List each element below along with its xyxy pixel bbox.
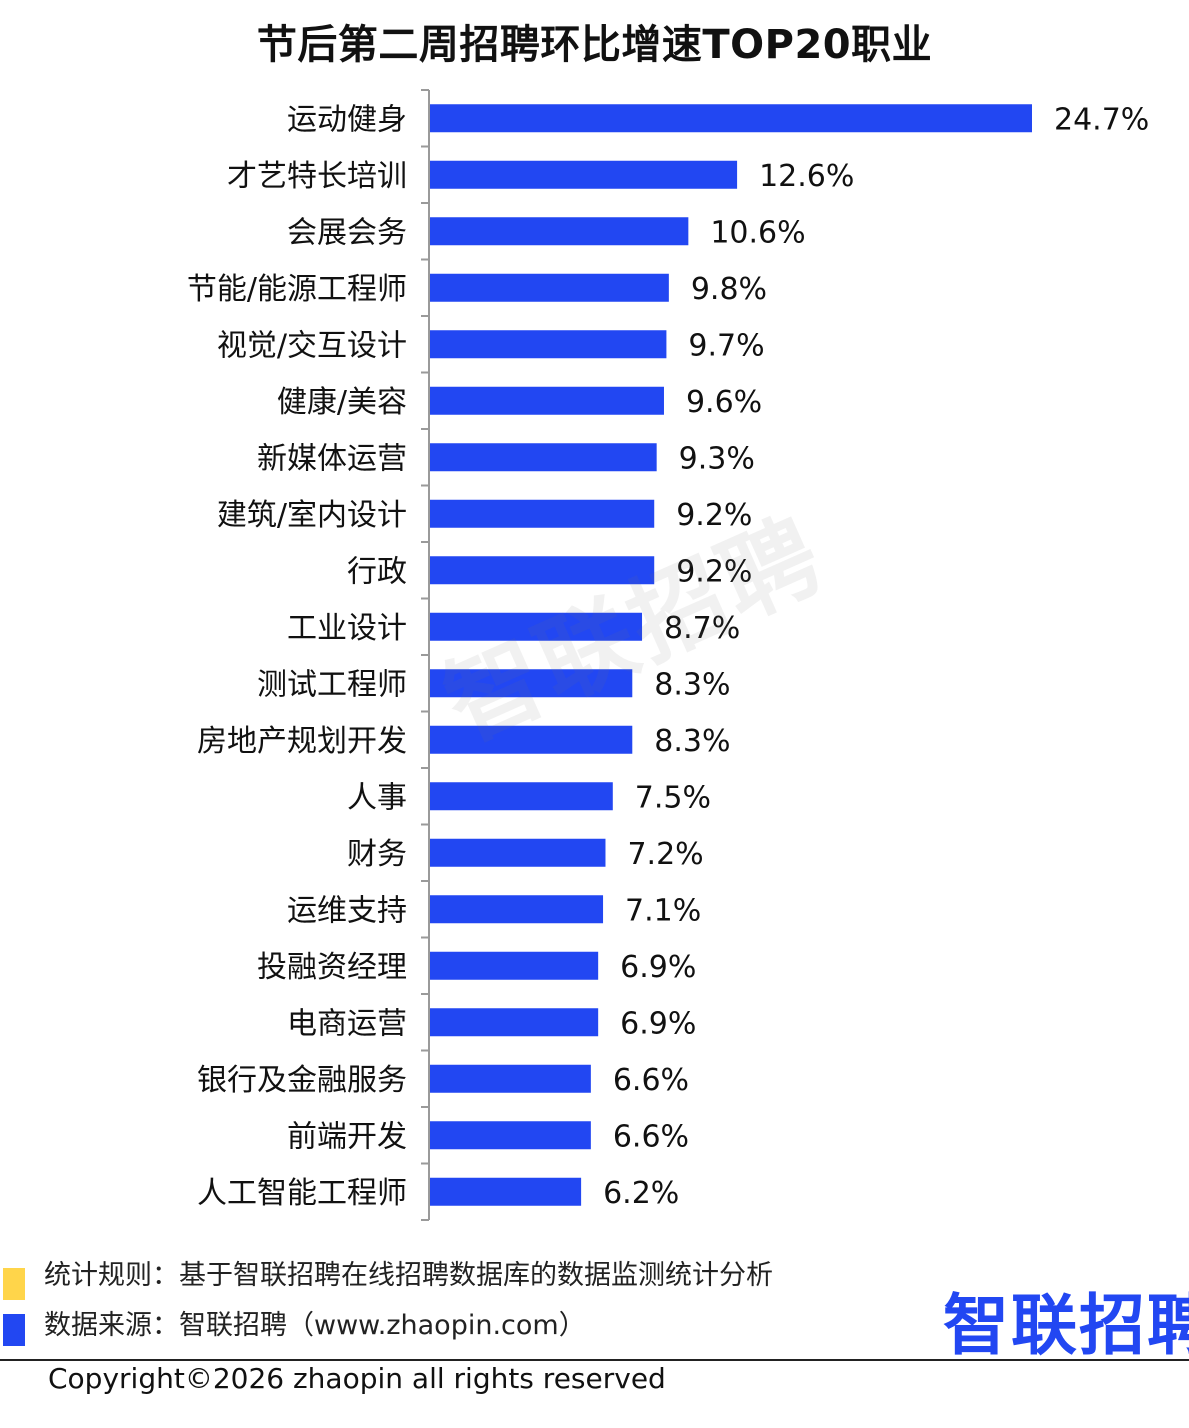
value-label: 6.6% — [613, 1119, 689, 1154]
category-label: 财务 — [347, 837, 407, 872]
value-label: 9.8% — [691, 272, 767, 307]
category-label: 人工智能工程师 — [197, 1176, 407, 1211]
value-label: 7.1% — [625, 893, 701, 928]
category-label: 测试工程师 — [257, 667, 407, 702]
bar — [430, 330, 667, 359]
bar — [430, 1008, 599, 1037]
bar — [430, 556, 655, 585]
category-label: 前端开发 — [287, 1119, 407, 1154]
value-label: 7.2% — [627, 837, 703, 872]
category-label: 会展会务 — [287, 215, 407, 250]
bar — [430, 612, 643, 641]
category-label: 房地产规划开发 — [197, 724, 407, 759]
value-label: 8.3% — [654, 667, 730, 702]
value-label: 9.2% — [676, 498, 752, 533]
statistics-rule-note: 统计规则：基于智联招聘在线招聘数据库的数据监测统计分析 — [44, 1260, 773, 1291]
bar — [430, 1064, 591, 1093]
value-label: 6.9% — [620, 1006, 696, 1041]
category-label: 建筑/室内设计 — [217, 498, 407, 533]
bar — [430, 443, 657, 472]
category-label: 节能/能源工程师 — [187, 272, 407, 307]
bar — [430, 386, 664, 415]
copyright-text: Copyright©2026 zhaopin all rights reserv… — [48, 1362, 666, 1395]
bar-chart: 运动健身才艺特长培训会展会务节能/能源工程师视觉/交互设计健康/美容新媒体运营建… — [187, 89, 1149, 1221]
zhaopin-logo: 智联招聘 — [943, 1287, 1189, 1364]
value-label: 6.6% — [613, 1063, 689, 1098]
value-label: 24.7% — [1054, 102, 1149, 137]
category-label: 电商运营 — [287, 1006, 407, 1041]
y-axis — [421, 89, 430, 1221]
category-label: 新媒体运营 — [257, 441, 407, 476]
category-label: 运维支持 — [287, 893, 407, 928]
value-label: 12.6% — [759, 159, 854, 194]
footer-divider — [0, 1359, 1189, 1361]
value-label: 10.6% — [710, 215, 805, 250]
value-labels: 24.7% 12.6% 10.6% 9.8% 9.7% 9.6% 9.3% 9.2% 9.2% 8… — [603, 102, 1149, 1211]
value-label: 7.5% — [635, 780, 711, 815]
bar — [430, 1177, 582, 1206]
category-label: 视觉/交互设计 — [217, 328, 407, 363]
bar — [430, 951, 599, 980]
category-label: 工业设计 — [287, 611, 407, 646]
category-label: 行政 — [347, 554, 407, 589]
bar — [430, 782, 613, 811]
bar — [430, 273, 669, 302]
chart-title: 节后第二周招聘环比增速TOP20职业 — [256, 22, 933, 68]
data-source-note: 数据来源：智联招聘（www.zhaopin.com） — [44, 1310, 586, 1341]
bars — [430, 104, 1032, 1206]
value-label: 6.9% — [620, 950, 696, 985]
bar — [430, 160, 738, 189]
note-marker-yellow — [3, 1268, 25, 1300]
bar — [430, 895, 604, 924]
bar — [430, 104, 1032, 133]
category-label: 才艺特长培训 — [227, 159, 407, 194]
value-label: 9.6% — [686, 385, 762, 420]
bar — [430, 1121, 591, 1150]
bar — [430, 669, 633, 698]
value-label: 9.2% — [676, 554, 752, 589]
category-label: 投融资经理 — [257, 950, 407, 985]
note-marker-blue — [3, 1314, 25, 1346]
bar — [430, 217, 689, 246]
category-label: 银行及金融服务 — [197, 1063, 407, 1098]
category-label: 健康/美容 — [277, 385, 407, 420]
value-label: 9.7% — [688, 328, 764, 363]
value-label: 9.3% — [679, 441, 755, 476]
category-labels: 运动健身才艺特长培训会展会务节能/能源工程师视觉/交互设计健康/美容新媒体运营建… — [187, 102, 407, 1211]
category-label: 人事 — [347, 780, 407, 815]
bar — [430, 838, 606, 867]
category-label: 运动健身 — [287, 102, 407, 137]
value-label: 6.2% — [603, 1176, 679, 1211]
bar — [430, 499, 655, 528]
value-label: 8.7% — [664, 611, 740, 646]
bar — [430, 725, 633, 754]
value-label: 8.3% — [654, 724, 730, 759]
